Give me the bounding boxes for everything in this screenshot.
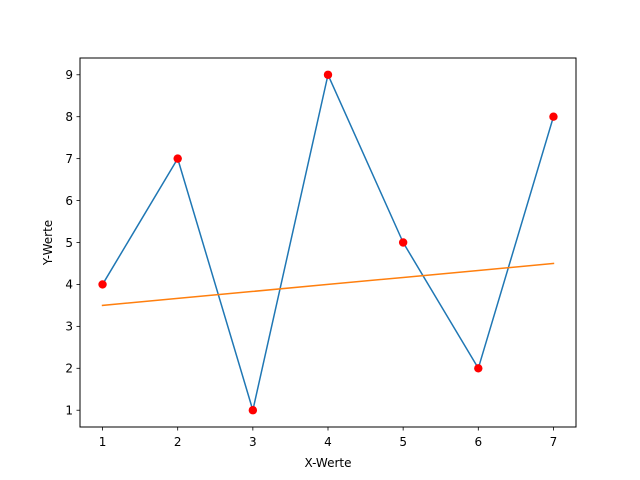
scatter-point-6 — [474, 364, 483, 373]
scatter-point-4 — [323, 70, 333, 79]
y-tick-label-5: 5 — [65, 236, 73, 250]
scatter-point-3 — [248, 406, 258, 415]
y-tick-label-2: 2 — [65, 362, 73, 376]
y-tick-label-3: 3 — [65, 320, 73, 334]
y-tick-label-8: 8 — [65, 110, 73, 124]
y-tick-label-9: 9 — [65, 68, 73, 82]
x-tick-label-5: 5 — [399, 435, 407, 449]
x-tick-label-7: 7 — [550, 435, 558, 449]
x-axis: 1 2 3 4 5 6 7 — [99, 427, 558, 449]
plot-area — [98, 70, 558, 415]
x-tick-label-3: 3 — [249, 435, 257, 449]
y-tick-label-7: 7 — [65, 152, 73, 166]
y-axis: 1 2 3 4 5 6 7 8 9 — [65, 68, 80, 418]
y-tick-label-6: 6 — [65, 194, 73, 208]
y-tick-label-4: 4 — [65, 278, 73, 292]
x-tick-label-6: 6 — [474, 435, 482, 449]
x-tick-label-1: 1 — [99, 435, 107, 449]
x-axis-label: X-Werte — [304, 456, 351, 470]
x-tick-label-2: 2 — [174, 435, 182, 449]
scatter-point-5 — [398, 238, 408, 247]
series-line-2 — [101, 262, 555, 307]
x-tick-label-4: 4 — [324, 435, 332, 449]
scatter-point-7 — [549, 112, 558, 121]
y-axis-label: Y-Werte — [41, 220, 55, 266]
scatter-point-2 — [173, 154, 182, 163]
y-tick-label-1: 1 — [65, 404, 73, 418]
scatter-point-1 — [98, 280, 107, 289]
